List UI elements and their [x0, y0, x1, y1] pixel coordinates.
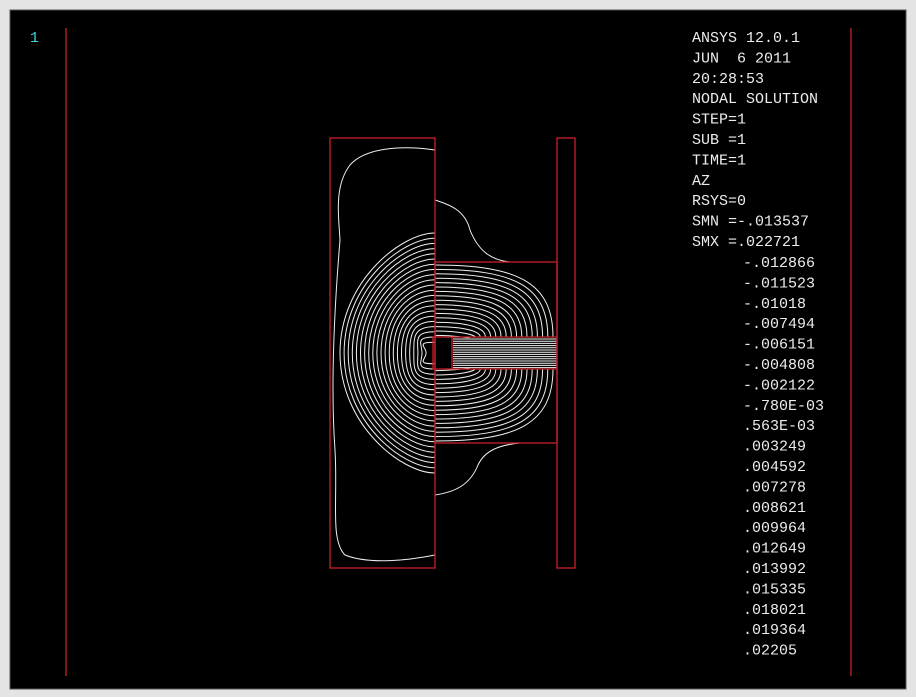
contour-right [434, 317, 492, 389]
legend-value: -.006151 [743, 337, 815, 354]
contour-left [396, 305, 436, 401]
legend-value: .015335 [743, 581, 806, 598]
contour-left [388, 294, 436, 412]
right-plate [556, 137, 576, 569]
contour-right [434, 282, 533, 424]
legend-value: -.004808 [743, 357, 815, 374]
info-line: NODAL SOLUTION [692, 91, 818, 108]
contour-left [380, 284, 436, 422]
contour-left [420, 336, 436, 370]
info-line: ANSYS 12.0.1 [692, 30, 800, 47]
contour-left [405, 315, 436, 391]
contour-left [359, 258, 436, 448]
contour-left [413, 326, 436, 380]
contour-left [347, 242, 436, 464]
small-square [432, 336, 453, 370]
info-line: AZ [692, 173, 710, 190]
contour-right [434, 290, 523, 416]
info-line: RSYS=0 [692, 193, 746, 210]
legend-value: -.01018 [743, 296, 806, 313]
legend-value: -.002122 [743, 377, 815, 394]
legend-value: .003249 [743, 439, 806, 456]
legend-value: .004592 [743, 459, 806, 476]
legend-value: .019364 [743, 622, 806, 639]
contour-right [434, 299, 512, 407]
legend-value: -.012866 [743, 255, 815, 272]
contour-left [372, 274, 436, 432]
contour-left [392, 300, 436, 406]
contour-right [434, 321, 486, 385]
window-number: 1 [30, 30, 39, 47]
contour-legend: -.012866 -.011523 -.01018 -.007494 -.006151 -… [743, 255, 824, 660]
contour-left [417, 331, 436, 375]
contour-left [409, 320, 436, 386]
contour-right [434, 273, 544, 433]
contour-left [355, 253, 436, 453]
contour-lines [332, 147, 557, 562]
contour-left [339, 232, 436, 474]
info-line: SMX =.022721 [692, 234, 800, 251]
contour-left [351, 248, 436, 458]
contour-left [400, 310, 436, 396]
legend-value: .018021 [743, 602, 806, 619]
legend-value: .013992 [743, 561, 806, 578]
legend-value: -.011523 [743, 275, 815, 292]
contour-right [434, 295, 518, 411]
legend-value: -.007494 [743, 316, 815, 333]
contour-right [434, 312, 497, 394]
contour-right [434, 308, 502, 398]
legend-value: .009964 [743, 520, 806, 537]
contour-right [434, 326, 481, 380]
contour-left [364, 263, 436, 443]
info-line: JUN 6 2011 [692, 50, 791, 67]
contour-left [422, 341, 436, 365]
legend-value: .007278 [743, 479, 806, 496]
legend-value: .008621 [743, 500, 806, 517]
contour-upper [434, 199, 511, 263]
contour-right [434, 277, 538, 429]
info-block: ANSYS 12.0.1 JUN 6 2011 20:28:53 NODAL SOLU… [692, 30, 818, 251]
contour-left [368, 268, 436, 438]
contour-left [376, 279, 436, 427]
legend-value: .02205 [743, 643, 797, 660]
contour-right [434, 264, 554, 442]
geometry [329, 137, 576, 569]
info-line: SMN =-.013537 [692, 214, 809, 231]
info-line: 20:28:53 [692, 71, 764, 88]
contour-right [434, 286, 528, 420]
contour-right [434, 304, 507, 402]
contour-outer [332, 147, 436, 562]
info-line: STEP=1 [692, 112, 746, 129]
legend-value: -.780E-03 [743, 398, 824, 415]
info-line: TIME=1 [692, 152, 746, 169]
contour-right [434, 268, 549, 438]
contour-lower [434, 442, 521, 496]
contour-left [343, 237, 436, 469]
legend-value: .563E-03 [743, 418, 815, 435]
legend-value: .012649 [743, 541, 806, 558]
info-line: SUB =1 [692, 132, 746, 149]
contour-left [384, 289, 436, 417]
